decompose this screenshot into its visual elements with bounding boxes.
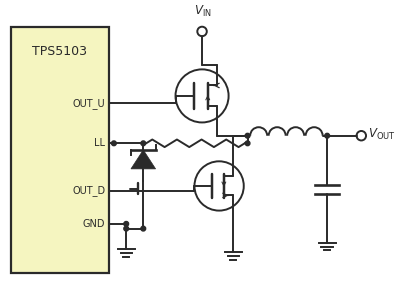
Circle shape <box>325 133 330 138</box>
Circle shape <box>245 141 250 146</box>
Circle shape <box>124 226 128 231</box>
Circle shape <box>245 133 250 138</box>
Text: $V_{\mathrm{IN}}$: $V_{\mathrm{IN}}$ <box>194 4 212 19</box>
Circle shape <box>141 141 146 146</box>
Polygon shape <box>131 150 156 169</box>
Circle shape <box>112 141 116 146</box>
Text: LL: LL <box>94 138 105 148</box>
Text: GND: GND <box>83 219 105 229</box>
Text: OUT_D: OUT_D <box>72 185 105 196</box>
FancyBboxPatch shape <box>10 27 109 273</box>
Text: TPS5103: TPS5103 <box>32 45 87 58</box>
Text: $V_{\mathrm{OUT}}$: $V_{\mathrm{OUT}}$ <box>368 127 395 142</box>
Circle shape <box>124 222 128 226</box>
Circle shape <box>141 226 146 231</box>
Text: OUT_U: OUT_U <box>73 98 105 109</box>
